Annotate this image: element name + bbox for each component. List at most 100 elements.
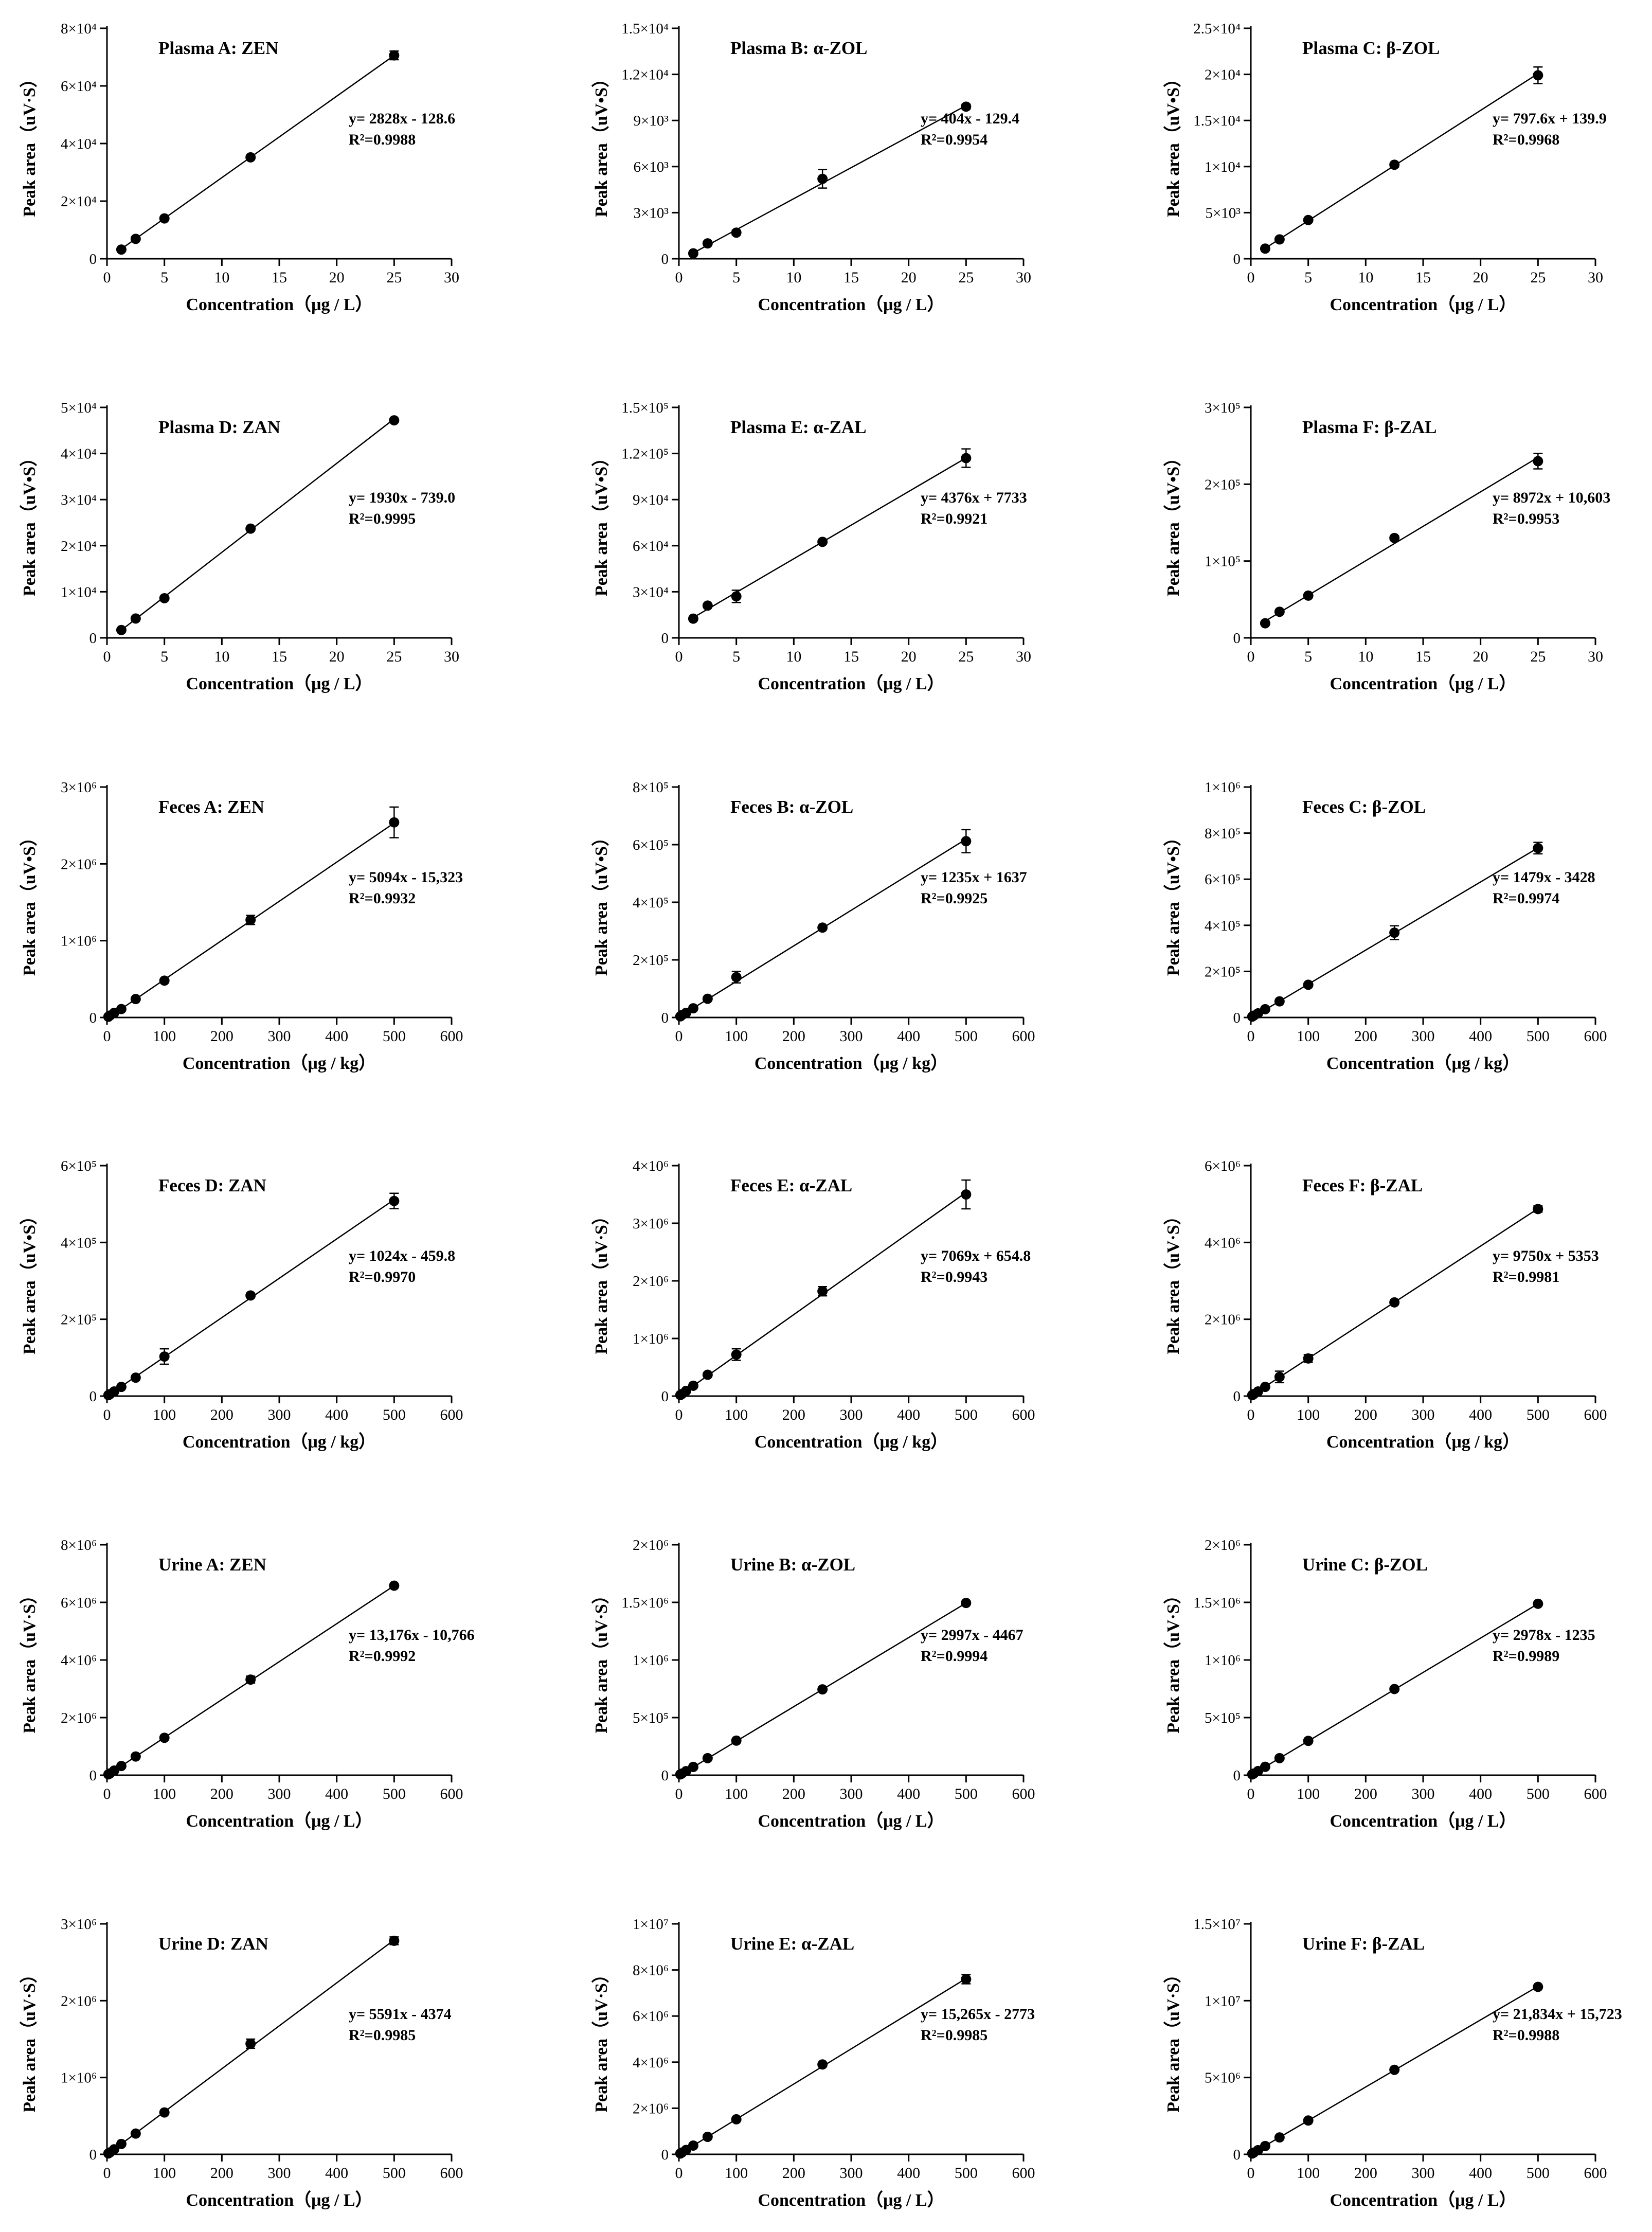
y-tick-label: 5×10⁶ xyxy=(1205,2070,1241,2086)
y-tick-label: 2×10⁶ xyxy=(633,1273,669,1290)
fit-equation: y= 2828x - 128.6 xyxy=(349,110,455,127)
data-point xyxy=(159,1351,170,1362)
y-tick-label: 4×10⁴ xyxy=(61,136,97,152)
data-point xyxy=(116,1761,127,1772)
y-tick-label: 1×10⁴ xyxy=(61,584,97,600)
y-axis-title: Peak area（uV·S） xyxy=(19,70,39,217)
x-tick-label: 200 xyxy=(1354,2165,1377,2182)
data-point xyxy=(688,248,698,259)
y-tick-label: 1.2×10⁵ xyxy=(621,446,669,462)
x-tick-label: 0 xyxy=(103,269,111,286)
data-point xyxy=(159,593,170,603)
panel-title: Plasma E: α-ZAL xyxy=(730,417,867,437)
calibration-panel: 0 100 200 300 400 500 600 0 2×10⁵ 4×10⁵ 6×10⁵ 8×10⁵… xyxy=(1163,779,1607,1073)
x-tick-label: 15 xyxy=(1415,648,1431,665)
y-axis-title: Peak area（uV•S） xyxy=(1163,829,1183,976)
x-tick-label: 600 xyxy=(1012,1028,1035,1045)
y-axis-title: Peak area（uV•S） xyxy=(1163,70,1183,217)
x-tick-label: 200 xyxy=(782,1406,805,1423)
calibration-panel: 0 5 10 15 20 25 30 0 1×10⁵ 2×10⁵ 3×10⁵ Concentratio… xyxy=(1163,400,1610,693)
x-tick-label: 300 xyxy=(268,1785,291,1802)
data-point xyxy=(731,2114,742,2124)
x-tick-label: 600 xyxy=(440,1785,463,1802)
y-tick-label: 0 xyxy=(661,1388,669,1405)
y-tick-label: 3×10⁶ xyxy=(633,1216,669,1232)
x-tick-label: 600 xyxy=(1584,2165,1607,2182)
calibration-panel: 0 5 10 15 20 25 30 0 2×10⁴ 4×10⁴ 6×10⁴ 8×10⁴ Concent… xyxy=(19,21,459,314)
data-point xyxy=(245,152,256,163)
data-point xyxy=(961,836,972,847)
data-point xyxy=(702,238,713,249)
fit-r-squared: R²=0.9989 xyxy=(1493,1648,1559,1665)
x-tick-label: 100 xyxy=(153,1028,176,1045)
x-tick-label: 5 xyxy=(160,648,168,665)
y-tick-label: 8×10⁶ xyxy=(633,1962,669,1979)
panel-title: Urine C: β-ZOL xyxy=(1302,1555,1428,1575)
y-tick-label: 6×10⁶ xyxy=(633,2008,669,2025)
panel-title: Plasma C: β-ZOL xyxy=(1302,38,1440,58)
x-tick-label: 15 xyxy=(843,648,859,665)
panel-title: Plasma D: ZAN xyxy=(158,417,280,437)
y-tick-label: 8×10⁵ xyxy=(633,779,669,796)
data-point xyxy=(1274,2132,1285,2143)
y-tick-label: 1.5×10⁴ xyxy=(1193,113,1241,129)
y-tick-label: 6×10³ xyxy=(633,159,669,175)
data-point xyxy=(731,227,742,238)
x-tick-label: 100 xyxy=(153,2165,176,2182)
panel-title: Urine E: α-ZAL xyxy=(730,1934,854,1954)
y-axis-title: Peak area（uV·S） xyxy=(1163,1966,1183,2113)
x-tick-label: 500 xyxy=(1527,2165,1550,2182)
data-point xyxy=(159,2107,170,2118)
y-tick-label: 0 xyxy=(89,630,97,647)
data-point xyxy=(1274,606,1285,617)
data-point xyxy=(1389,159,1400,170)
data-point xyxy=(688,613,698,624)
calibration-panel: 0 100 200 300 400 500 600 0 1×10⁶ 2×10⁶ 3×10⁶ Conce… xyxy=(19,779,463,1073)
x-tick-label: 300 xyxy=(1412,1406,1435,1423)
x-tick-label: 10 xyxy=(1358,648,1373,665)
data-point xyxy=(245,1674,256,1685)
fit-equation: y= 8972x + 10,603 xyxy=(1493,489,1610,506)
x-tick-label: 0 xyxy=(1247,2165,1255,2182)
data-point xyxy=(130,1751,141,1762)
x-tick-label: 10 xyxy=(786,269,801,286)
x-tick-label: 10 xyxy=(786,648,801,665)
y-tick-label: 6×10⁶ xyxy=(1205,1158,1241,1174)
fit-r-squared: R²=0.9985 xyxy=(921,2027,987,2044)
data-point xyxy=(1303,215,1314,225)
x-axis-title: Concentration（μg / L） xyxy=(186,294,372,314)
data-point xyxy=(1303,1736,1314,1746)
x-tick-label: 100 xyxy=(1297,1406,1320,1423)
x-tick-label: 0 xyxy=(675,269,683,286)
y-tick-label: 8×10⁵ xyxy=(1205,826,1241,842)
y-axis-title: Peak area（uV•S） xyxy=(591,829,611,976)
data-point xyxy=(680,1385,691,1396)
calibration-panel: 0 5 10 15 20 25 30 0 3×10⁴ 6×10⁴ 9×10⁴ 1.2×10⁵ 1.5×1… xyxy=(591,400,1031,693)
data-point xyxy=(116,2138,127,2149)
fit-equation: y= 1479x - 3428 xyxy=(1493,869,1595,886)
y-tick-label: 5×10⁴ xyxy=(61,400,97,416)
y-tick-label: 3×10⁶ xyxy=(61,1916,97,1933)
fit-r-squared: R²=0.9943 xyxy=(921,1269,987,1285)
fit-equation: y= 5094x - 15,323 xyxy=(349,869,463,886)
y-tick-label: 1×10⁶ xyxy=(61,2070,97,2086)
panel-title: Urine B: α-ZOL xyxy=(730,1555,855,1575)
calibration-panel: 0 5 10 15 20 25 30 0 3×10³ 6×10³ 9×10³ 1.2×10⁴ 1.5×1… xyxy=(591,21,1031,314)
x-axis-title: Concentration（μg / L） xyxy=(758,673,944,693)
x-tick-label: 20 xyxy=(1473,269,1488,286)
y-axis-title: Peak area（uV·S） xyxy=(1163,1586,1183,1734)
data-point xyxy=(130,1372,141,1383)
x-tick-label: 400 xyxy=(897,1785,920,1802)
x-tick-label: 500 xyxy=(955,2165,978,2182)
x-tick-label: 100 xyxy=(725,1785,748,1802)
y-tick-label: 6×10⁶ xyxy=(61,1595,97,1611)
y-axis-title: Peak area（uV•S） xyxy=(19,829,39,976)
data-point xyxy=(688,2140,698,2151)
x-tick-label: 400 xyxy=(897,1028,920,1045)
x-tick-label: 0 xyxy=(675,1028,683,1045)
data-point xyxy=(731,1349,742,1360)
fit-r-squared: R²=0.9953 xyxy=(1493,510,1559,527)
y-tick-label: 2×10⁴ xyxy=(61,193,97,210)
data-point xyxy=(1260,243,1270,254)
x-tick-label: 500 xyxy=(955,1028,978,1045)
